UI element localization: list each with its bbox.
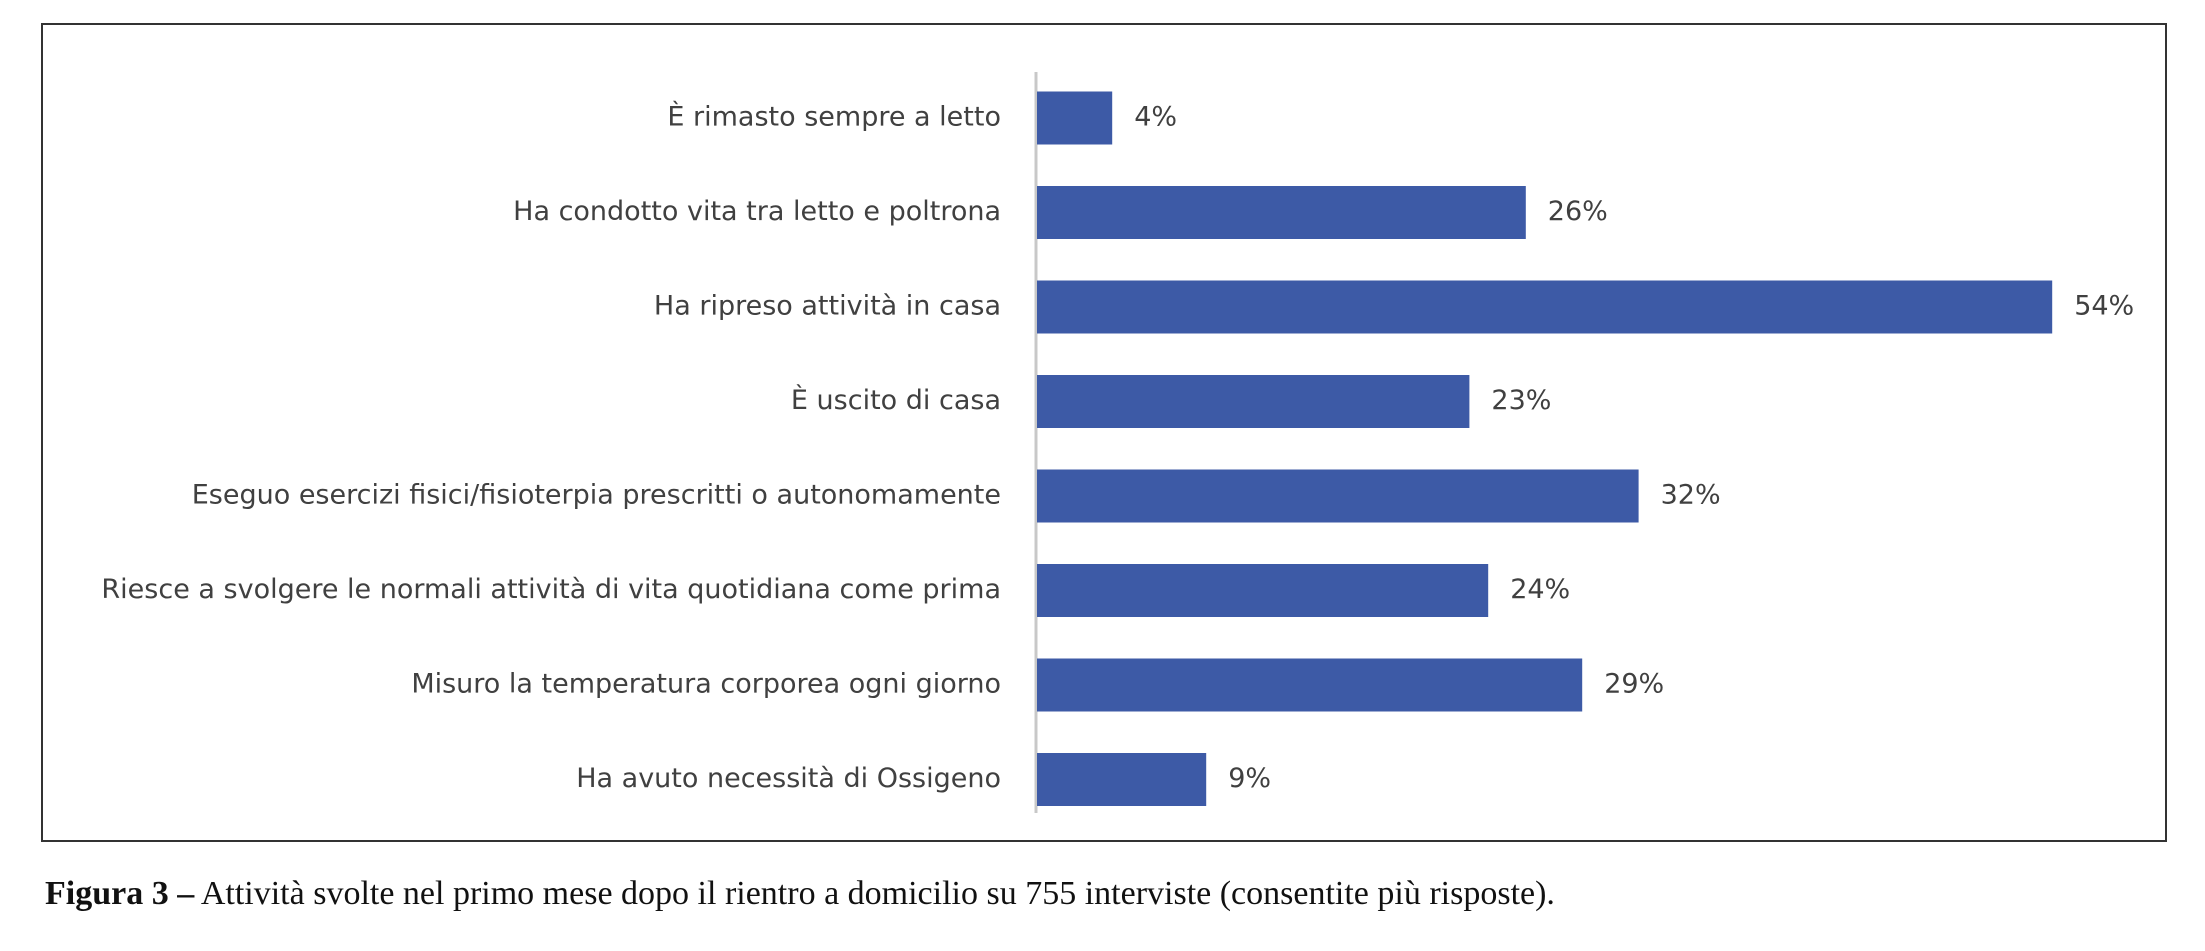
value-label: 32% (1661, 480, 1721, 511)
value-label: 54% (2074, 291, 2134, 322)
bar (1037, 280, 2053, 334)
bar (1037, 91, 1113, 145)
category-label: Riesce a svolgere le normali attività di… (101, 574, 1001, 605)
category-label: Misuro la temperatura corporea ogni gior… (411, 669, 1001, 700)
caption-label: Figura 3 – (45, 875, 195, 912)
category-label: Ha condotto vita tra letto e poltrona (513, 196, 1001, 227)
bar (1037, 186, 1526, 239)
category-label: Eseguo esercizi fisici/fisioterpia presc… (192, 480, 1001, 511)
value-label: 26% (1548, 196, 1608, 227)
bar (1037, 564, 1489, 617)
category-label: È rimasto sempre a letto (667, 101, 1001, 133)
value-label: 4% (1134, 102, 1177, 133)
bar (1037, 658, 1583, 712)
caption: Figura 3 – Attività svolte nel primo mes… (45, 875, 1555, 912)
value-label: 23% (1491, 385, 1551, 416)
value-label: 24% (1510, 574, 1570, 605)
chart-frame (41, 23, 2167, 842)
value-label: 29% (1604, 669, 1664, 700)
bar (1037, 375, 1470, 428)
category-label: È uscito di casa (791, 384, 1001, 416)
bar (1037, 469, 1639, 523)
caption-text: Attività svolte nel primo mese dopo il r… (201, 875, 1555, 912)
value-label: 9% (1228, 763, 1271, 794)
category-label: Ha ripreso attività in casa (654, 291, 1001, 322)
category-label: Ha avuto necessità di Ossigeno (576, 763, 1001, 794)
bar (1037, 753, 1207, 806)
